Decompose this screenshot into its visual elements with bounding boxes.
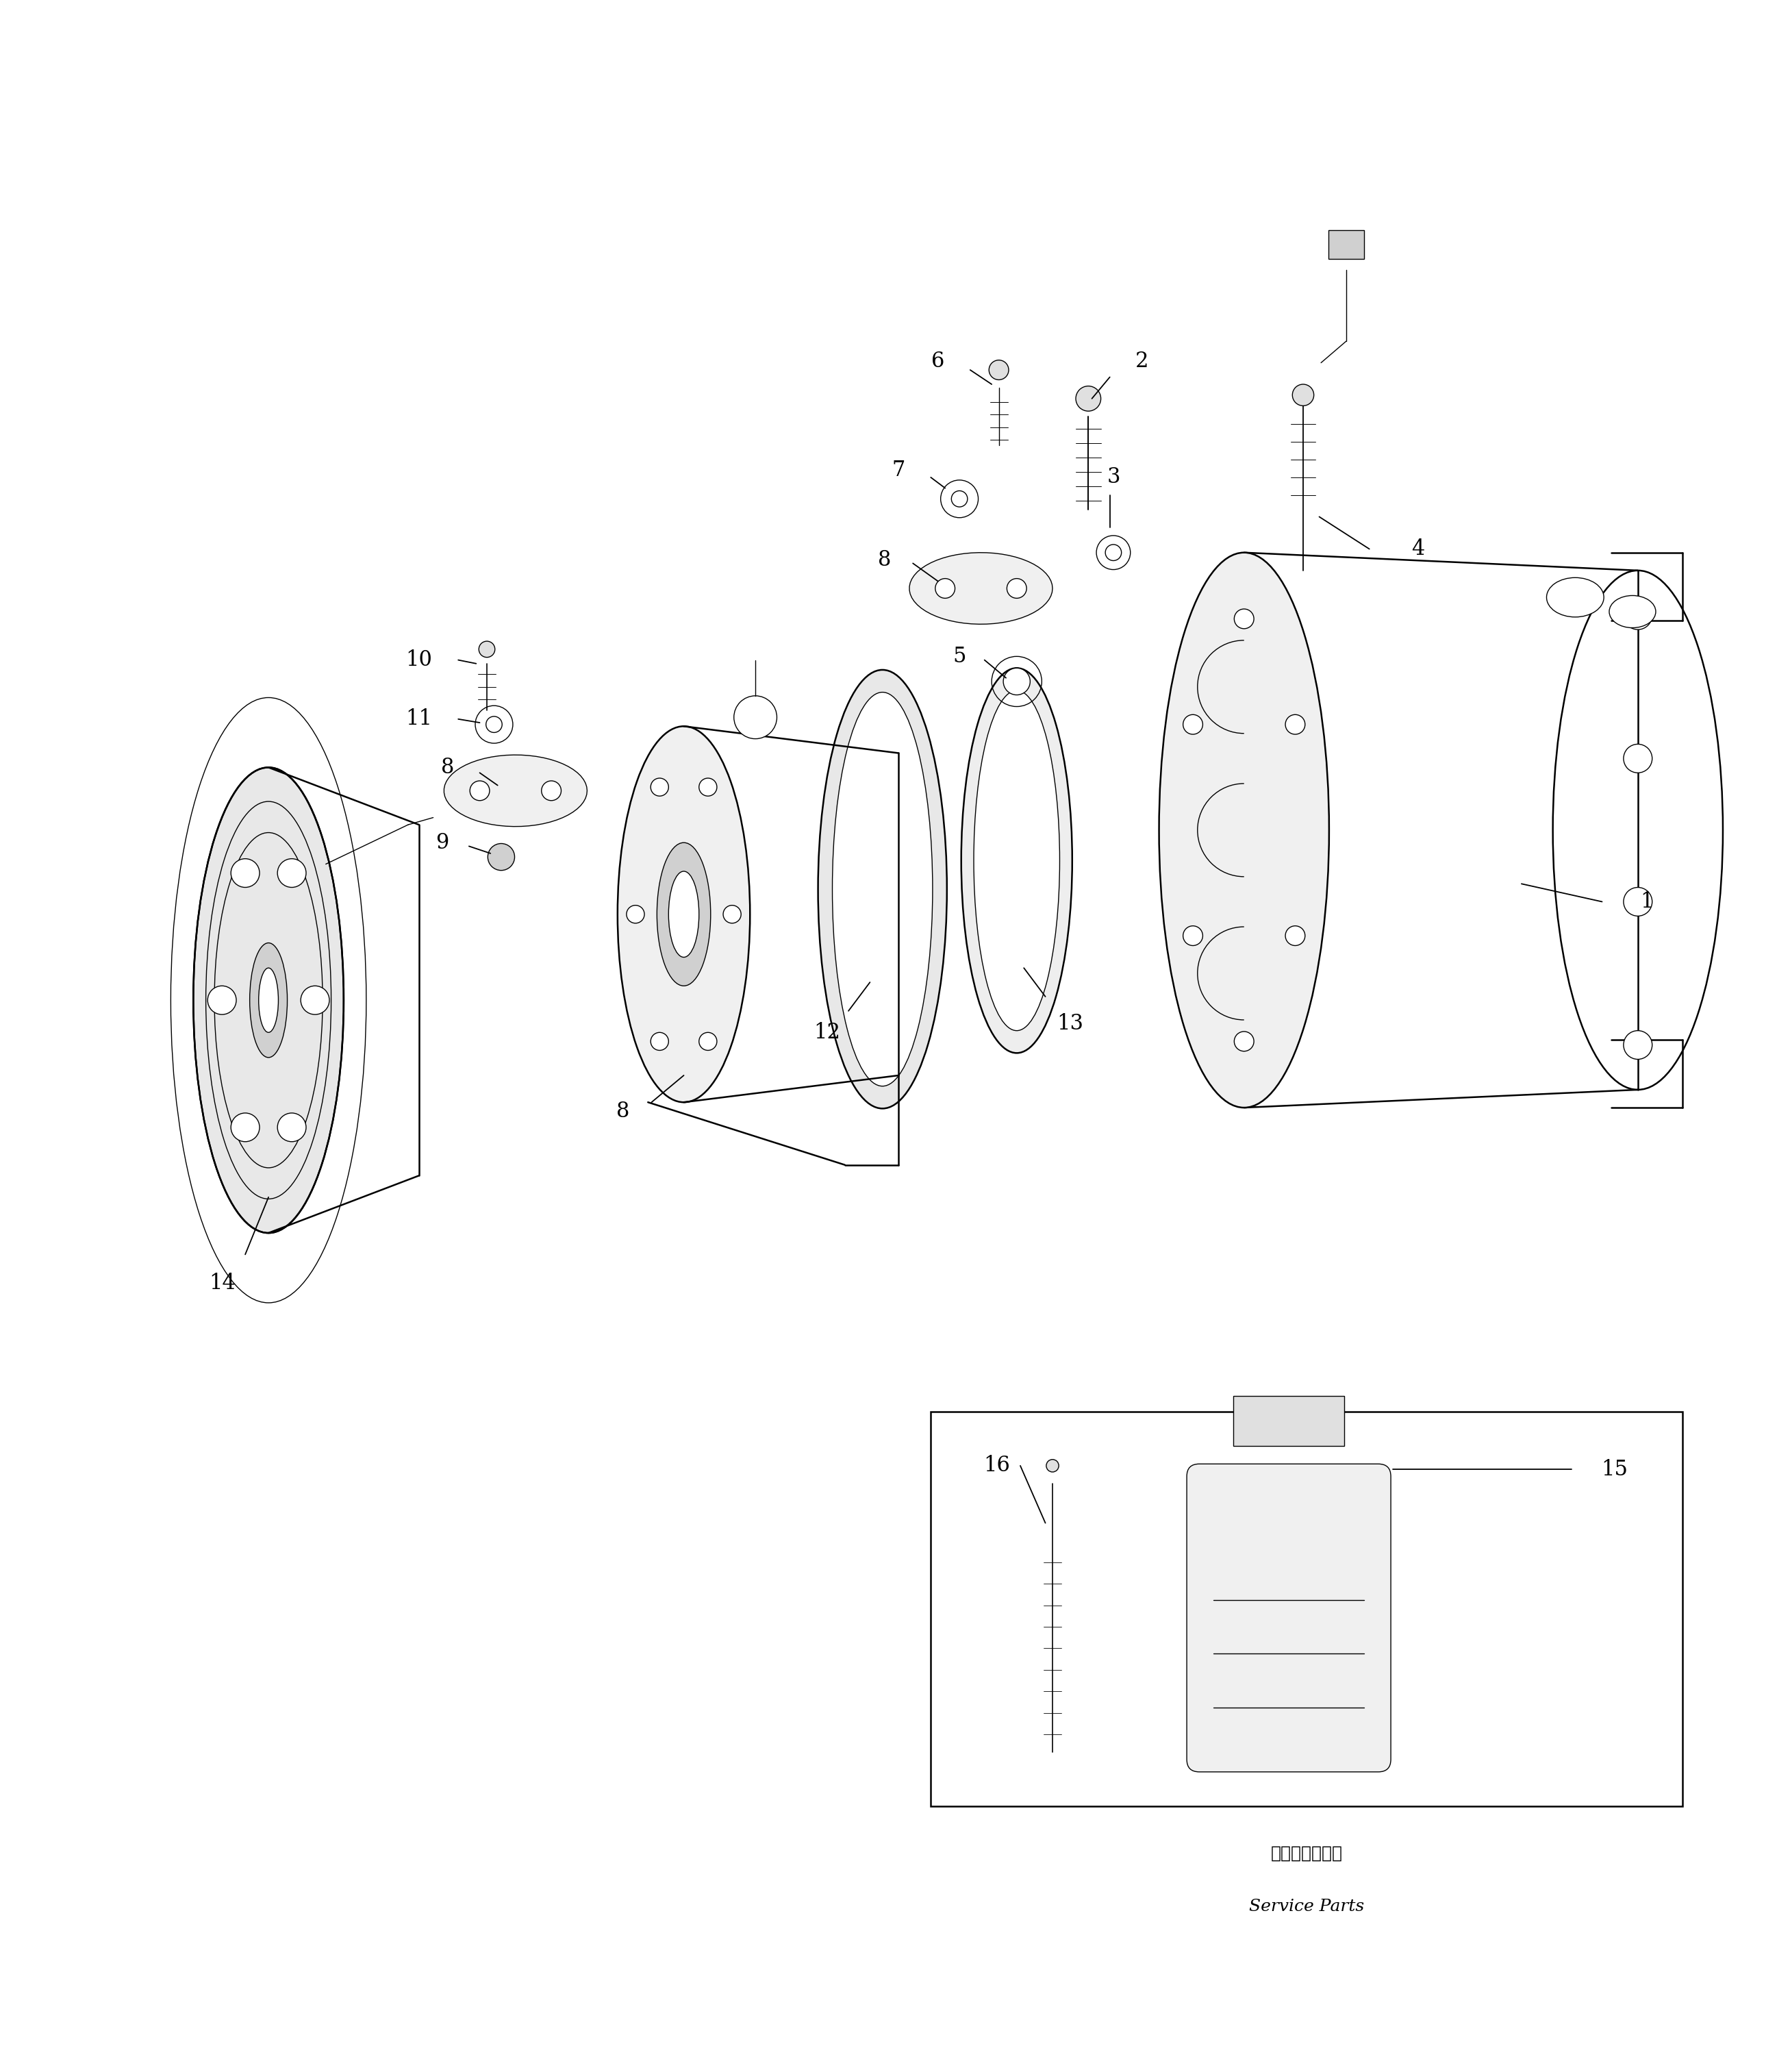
- Ellipse shape: [1624, 601, 1652, 630]
- Ellipse shape: [698, 779, 716, 796]
- Bar: [1328, 230, 1364, 259]
- Ellipse shape: [1076, 385, 1101, 410]
- Ellipse shape: [723, 905, 741, 924]
- Ellipse shape: [818, 669, 947, 1109]
- Ellipse shape: [1233, 1032, 1253, 1051]
- Ellipse shape: [1104, 545, 1121, 562]
- Ellipse shape: [1008, 578, 1027, 599]
- Ellipse shape: [193, 767, 344, 1233]
- Text: 8: 8: [616, 1100, 630, 1121]
- Text: サービスパーツ: サービスパーツ: [1271, 1846, 1342, 1863]
- Ellipse shape: [1552, 570, 1722, 1090]
- Ellipse shape: [1285, 926, 1305, 945]
- Text: 11: 11: [406, 709, 431, 729]
- Ellipse shape: [1624, 744, 1652, 773]
- Ellipse shape: [698, 1032, 716, 1051]
- Ellipse shape: [469, 781, 489, 800]
- Ellipse shape: [231, 1113, 260, 1142]
- Ellipse shape: [301, 986, 329, 1015]
- Polygon shape: [909, 553, 1053, 624]
- Ellipse shape: [1045, 1459, 1060, 1471]
- Ellipse shape: [832, 692, 933, 1086]
- Ellipse shape: [1609, 595, 1656, 628]
- Text: 16: 16: [985, 1455, 1010, 1477]
- Ellipse shape: [1160, 553, 1328, 1109]
- Ellipse shape: [1183, 926, 1203, 945]
- Ellipse shape: [734, 696, 777, 740]
- Text: 7: 7: [891, 460, 906, 481]
- Ellipse shape: [961, 667, 1072, 1053]
- Text: 9: 9: [435, 833, 449, 854]
- Ellipse shape: [652, 779, 669, 796]
- Text: 5: 5: [952, 646, 967, 667]
- Bar: [1233, 1397, 1344, 1446]
- Text: 1: 1: [1640, 891, 1654, 912]
- Text: 15: 15: [1602, 1459, 1627, 1479]
- Ellipse shape: [1285, 715, 1305, 733]
- Ellipse shape: [1292, 383, 1314, 406]
- Text: 13: 13: [1058, 1013, 1083, 1034]
- Ellipse shape: [652, 1032, 669, 1051]
- Ellipse shape: [231, 858, 260, 887]
- Ellipse shape: [277, 858, 306, 887]
- Ellipse shape: [1002, 667, 1031, 694]
- Text: 10: 10: [406, 649, 431, 671]
- Ellipse shape: [541, 781, 560, 800]
- Bar: [931, 1411, 1683, 1807]
- Ellipse shape: [487, 717, 501, 733]
- Ellipse shape: [277, 1113, 306, 1142]
- Ellipse shape: [1233, 609, 1253, 628]
- Text: 12: 12: [814, 1021, 840, 1042]
- Text: Service Parts: Service Parts: [1249, 1900, 1364, 1915]
- Ellipse shape: [249, 943, 286, 1057]
- Ellipse shape: [1183, 715, 1203, 733]
- Ellipse shape: [668, 870, 698, 957]
- Text: 4: 4: [1411, 539, 1425, 559]
- Text: 8: 8: [877, 549, 891, 570]
- Ellipse shape: [1624, 887, 1652, 916]
- Text: 14: 14: [209, 1272, 234, 1293]
- Ellipse shape: [934, 578, 956, 599]
- FancyBboxPatch shape: [1187, 1465, 1391, 1772]
- Text: 2: 2: [1135, 350, 1149, 371]
- Ellipse shape: [988, 361, 1010, 379]
- Ellipse shape: [1624, 1030, 1652, 1059]
- Ellipse shape: [478, 640, 494, 657]
- Ellipse shape: [258, 968, 279, 1032]
- Ellipse shape: [974, 690, 1060, 1030]
- Ellipse shape: [626, 905, 644, 924]
- Text: 8: 8: [440, 756, 455, 779]
- Polygon shape: [444, 754, 587, 827]
- Ellipse shape: [208, 986, 236, 1015]
- Text: 6: 6: [931, 350, 945, 371]
- Ellipse shape: [1547, 578, 1604, 617]
- Ellipse shape: [487, 843, 516, 870]
- Text: 3: 3: [1106, 466, 1121, 489]
- Ellipse shape: [657, 843, 711, 986]
- Ellipse shape: [952, 491, 968, 508]
- Ellipse shape: [618, 727, 750, 1102]
